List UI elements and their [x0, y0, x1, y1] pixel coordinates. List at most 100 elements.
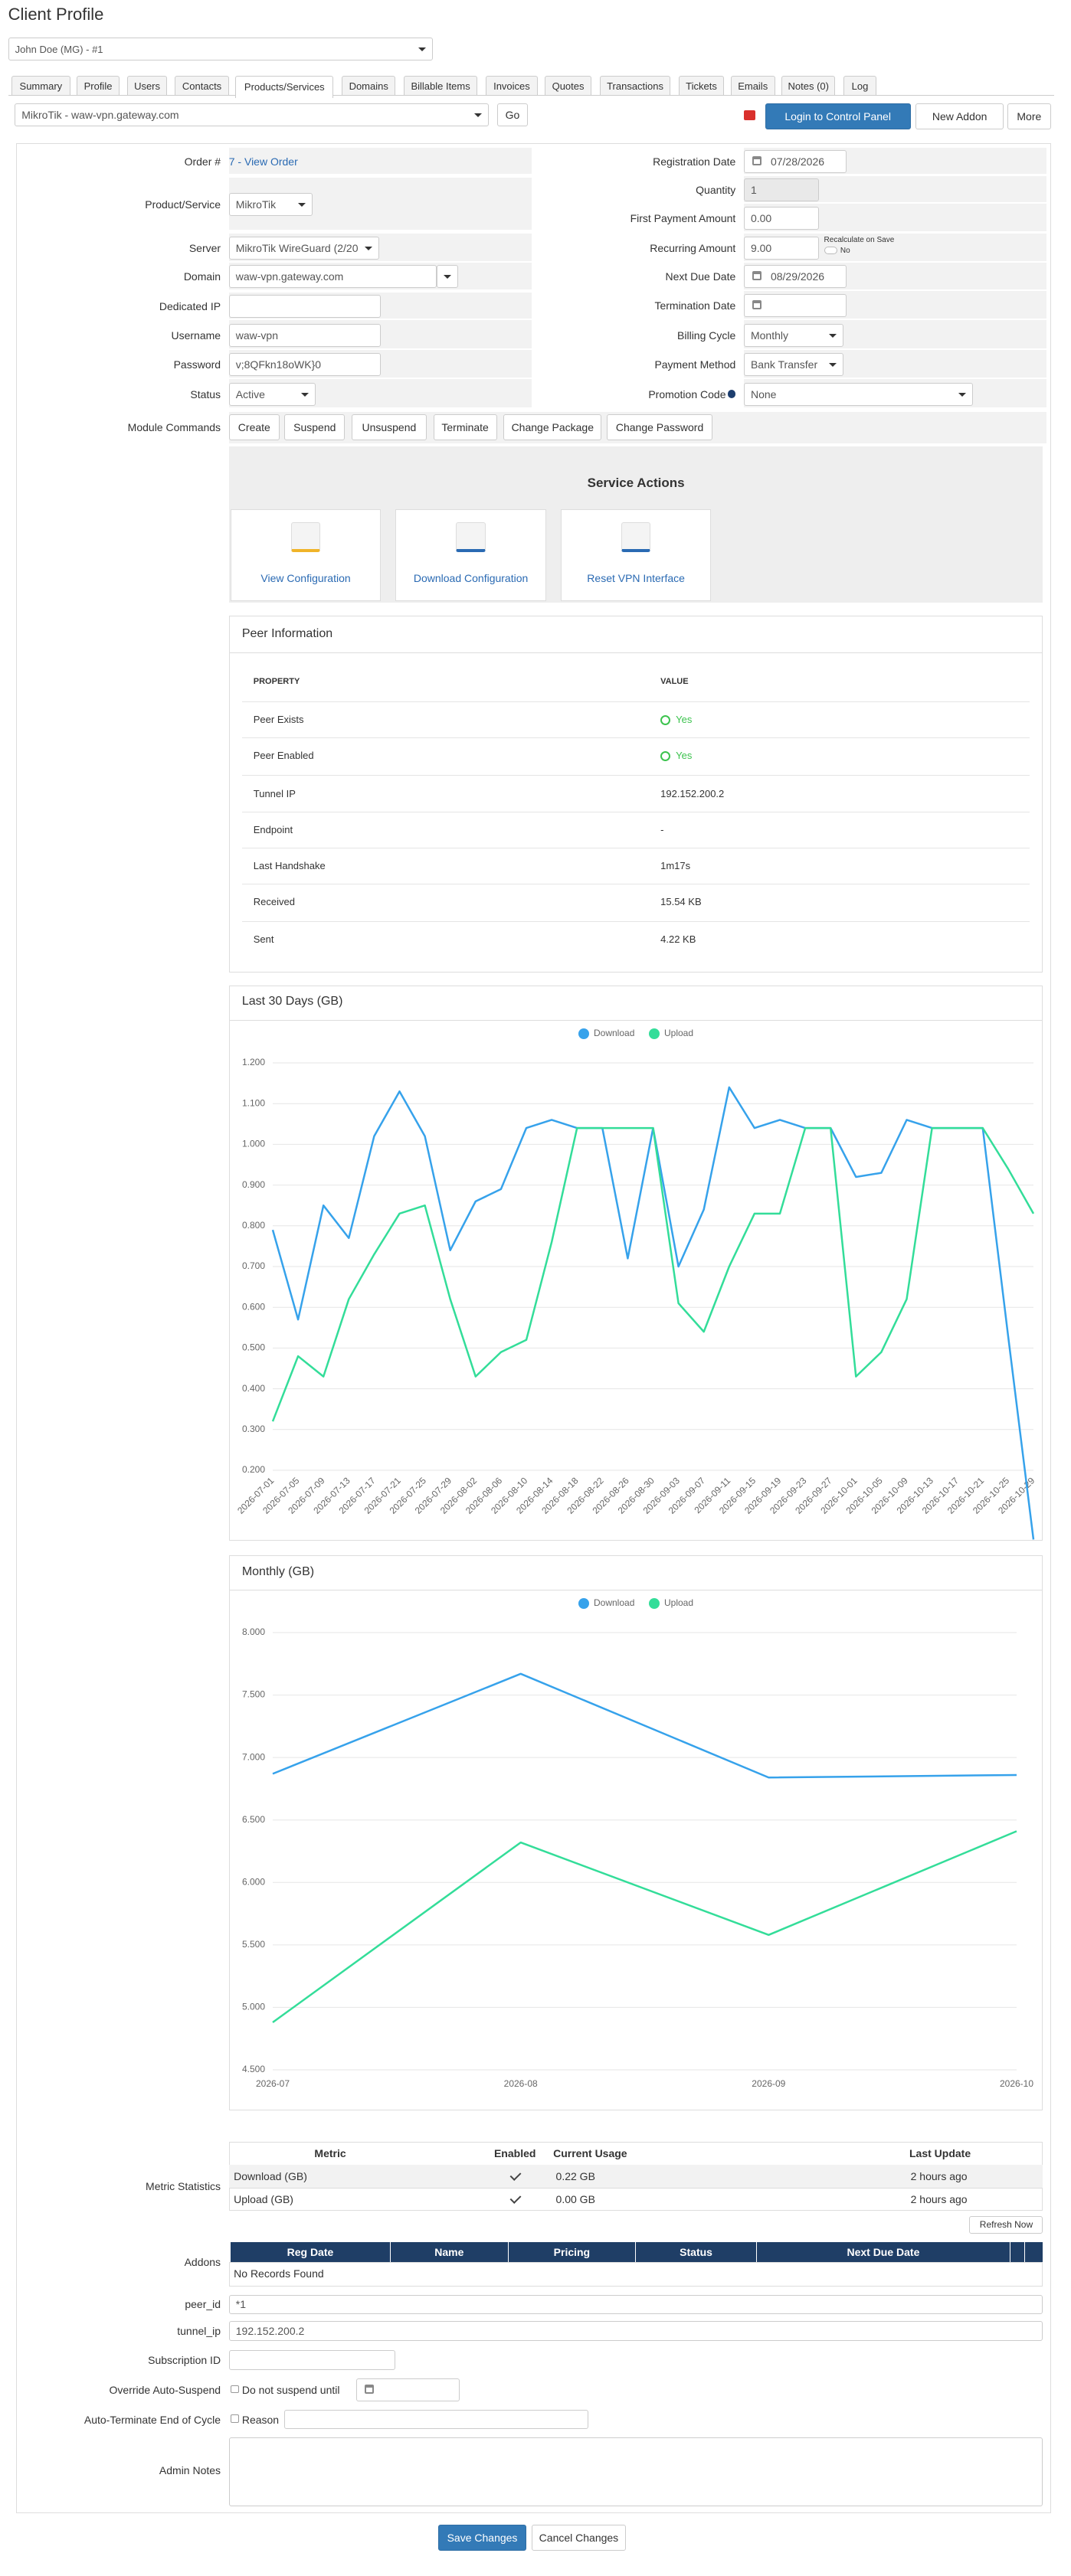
- tab[interactable]: Log: [843, 75, 876, 96]
- addons-header-cell: [1010, 2241, 1025, 2262]
- peer-value: 4.22 KB: [660, 933, 696, 946]
- select[interactable]: Active: [228, 382, 316, 406]
- recalc-toggle[interactable]: [824, 246, 837, 255]
- field-label: Override Auto-Suspend: [109, 2383, 221, 2396]
- info-icon: [727, 390, 736, 399]
- module-button[interactable]: Create: [228, 414, 280, 440]
- peer-header: VALUE: [660, 677, 689, 687]
- peer-row-line: [241, 921, 1030, 923]
- date-input[interactable]: [743, 293, 847, 317]
- field-label: Password: [173, 358, 221, 371]
- chart-panel-header-line: [228, 1020, 1043, 1022]
- checkbox[interactable]: [230, 2385, 239, 2394]
- action-label[interactable]: Download Configuration: [413, 572, 529, 585]
- tab[interactable]: Summary: [11, 75, 70, 96]
- field-label: Recurring Amount: [650, 241, 736, 254]
- save-button[interactable]: Save Changes: [437, 2524, 527, 2551]
- select[interactable]: MikroTik: [228, 193, 313, 217]
- tab[interactable]: Billable Items: [404, 75, 478, 96]
- metric-usage: 0.22 GB: [555, 2170, 595, 2183]
- text-input[interactable]: waw-vpn: [228, 323, 382, 347]
- admin-notes[interactable]: [228, 2437, 1043, 2507]
- text-input[interactable]: 192.152.200.2: [228, 2320, 1043, 2341]
- metric-row: [228, 2188, 1043, 2211]
- metric-header: Metric: [314, 2147, 346, 2160]
- recalc-toggle-text: No: [840, 246, 850, 255]
- field-label: Promotion Code: [648, 387, 726, 400]
- service-select[interactable]: MikroTik - waw-vpn.gateway.com: [15, 103, 490, 127]
- module-button[interactable]: Suspend: [284, 414, 346, 440]
- module-button[interactable]: Terminate: [433, 414, 497, 440]
- field-area: [228, 148, 532, 175]
- addons-body: [228, 2261, 1043, 2287]
- text-input[interactable]: v;8QFkn18oWK}0: [228, 353, 382, 377]
- checkbox-label: Do not suspend until: [241, 2383, 340, 2396]
- enabled-check: [509, 2191, 522, 2207]
- metric-row: [228, 2165, 1043, 2189]
- field-label: Dedicated IP: [159, 300, 221, 313]
- checkbox[interactable]: [230, 2414, 239, 2423]
- date-input[interactable]: 08/29/2026: [743, 265, 847, 289]
- field-label: Username: [171, 329, 221, 342]
- tab[interactable]: Invoices: [485, 75, 539, 96]
- client-select[interactable]: John Doe (MG) - #1: [8, 38, 434, 61]
- date-input[interactable]: 07/28/2026: [743, 150, 847, 174]
- tab[interactable]: Products/Services: [235, 75, 334, 98]
- domain-input[interactable]: waw-vpn.gateway.com: [228, 265, 437, 289]
- field-label: Status: [190, 387, 221, 400]
- text-input[interactable]: 0.00: [743, 207, 820, 230]
- peer-value: Yes: [660, 747, 987, 763]
- text-input: 1: [743, 178, 820, 201]
- login-button[interactable]: Login to Control Panel: [765, 103, 911, 130]
- field-label: Product/Service: [145, 198, 221, 211]
- main-panel: [16, 142, 1052, 2513]
- select[interactable]: MikroTik WireGuard (2/20: [228, 236, 380, 260]
- module-button[interactable]: Change Package: [503, 414, 602, 440]
- addons-header-cell: Status: [636, 2241, 758, 2262]
- order-link[interactable]: 7 - View Order: [228, 155, 298, 168]
- text-input[interactable]: [228, 295, 382, 319]
- tab[interactable]: Domains: [342, 75, 396, 96]
- go-button[interactable]: Go: [496, 103, 529, 127]
- checkbox-label: Reason: [241, 2413, 280, 2426]
- action-label[interactable]: View Configuration: [260, 572, 351, 585]
- module-button[interactable]: Unsuspend: [351, 414, 427, 440]
- field-label: Next Due Date: [665, 270, 736, 283]
- text-input[interactable]: [228, 2350, 396, 2371]
- action-label[interactable]: Reset VPN Interface: [587, 572, 685, 585]
- date-input[interactable]: [356, 2378, 460, 2401]
- tab-strip-line: [8, 95, 1055, 96]
- refresh-button[interactable]: Refresh Now: [969, 2215, 1043, 2234]
- recalc-note: Recalculate on Save: [824, 235, 895, 244]
- tab[interactable]: Quotes: [544, 75, 592, 96]
- tab[interactable]: Emails: [730, 75, 775, 96]
- peer-value: 192.152.200.2: [660, 787, 725, 799]
- cancel-button[interactable]: Cancel Changes: [531, 2524, 627, 2551]
- field-label: Domain: [183, 270, 221, 283]
- peer-property: Last Handshake: [253, 859, 326, 871]
- peer-value: 1m17s: [660, 859, 691, 871]
- select[interactable]: Monthly: [743, 323, 844, 347]
- tab[interactable]: Users: [127, 75, 167, 96]
- field-label: Admin Notes: [159, 2464, 221, 2477]
- more-button[interactable]: More: [1007, 103, 1052, 130]
- domain-dropdown[interactable]: [436, 265, 458, 289]
- tab[interactable]: Contacts: [175, 75, 229, 96]
- select[interactable]: Bank Transfer: [743, 353, 844, 377]
- peer-property: Peer Exists: [253, 714, 304, 725]
- text-input[interactable]: 9.00: [743, 236, 820, 260]
- module-button[interactable]: Change Password: [606, 414, 713, 440]
- action-icon: [290, 522, 321, 552]
- addons-header-cell: Name: [391, 2241, 509, 2262]
- tab[interactable]: Transactions: [600, 75, 670, 96]
- peer-panel: [228, 616, 1043, 973]
- tab[interactable]: Notes (0): [781, 75, 836, 96]
- tab[interactable]: Tickets: [678, 75, 725, 96]
- metric-usage: 0.00 GB: [555, 2193, 595, 2206]
- reason-input[interactable]: [284, 2409, 589, 2430]
- tab[interactable]: Profile: [77, 75, 120, 96]
- field-label: Addons: [184, 2255, 221, 2268]
- text-input[interactable]: *1: [228, 2294, 1043, 2315]
- select[interactable]: None: [743, 382, 973, 406]
- new-addon-button[interactable]: New Addon: [915, 103, 1004, 130]
